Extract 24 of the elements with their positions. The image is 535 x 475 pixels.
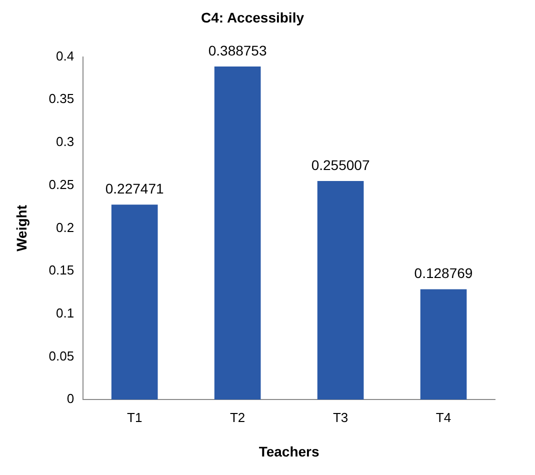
y-tick-label: 0.05 (48, 348, 74, 364)
y-tick-label: 0 (66, 391, 74, 406)
y-tick-label: 0.1 (56, 305, 74, 320)
x-tick-label: T3 (332, 410, 348, 425)
x-tick-label: T4 (436, 410, 452, 425)
data-label: 0.255007 (311, 156, 370, 173)
data-label: 0.388753 (208, 42, 267, 58)
y-tick-label: 0.35 (48, 91, 74, 106)
data-label: 0.227471 (105, 180, 164, 197)
y-tick-label: 0.3 (56, 134, 74, 150)
bar (214, 66, 261, 400)
y-tick-label: 0.25 (48, 176, 74, 192)
bar (111, 204, 158, 400)
x-axis-title: Teachers (258, 443, 320, 460)
bar (420, 289, 467, 400)
data-label: 0.128769 (414, 265, 473, 282)
x-tick-label: T1 (127, 410, 142, 425)
y-tick-label: 0.15 (48, 262, 74, 278)
y-tick-label: 0.4 (56, 48, 74, 64)
y-axis-title: Weight (13, 204, 30, 252)
x-tick-label: T2 (230, 410, 246, 425)
bar (317, 181, 364, 400)
y-tick-label: 0.2 (56, 220, 74, 235)
chart-title: C4: Accessibily (201, 9, 304, 26)
